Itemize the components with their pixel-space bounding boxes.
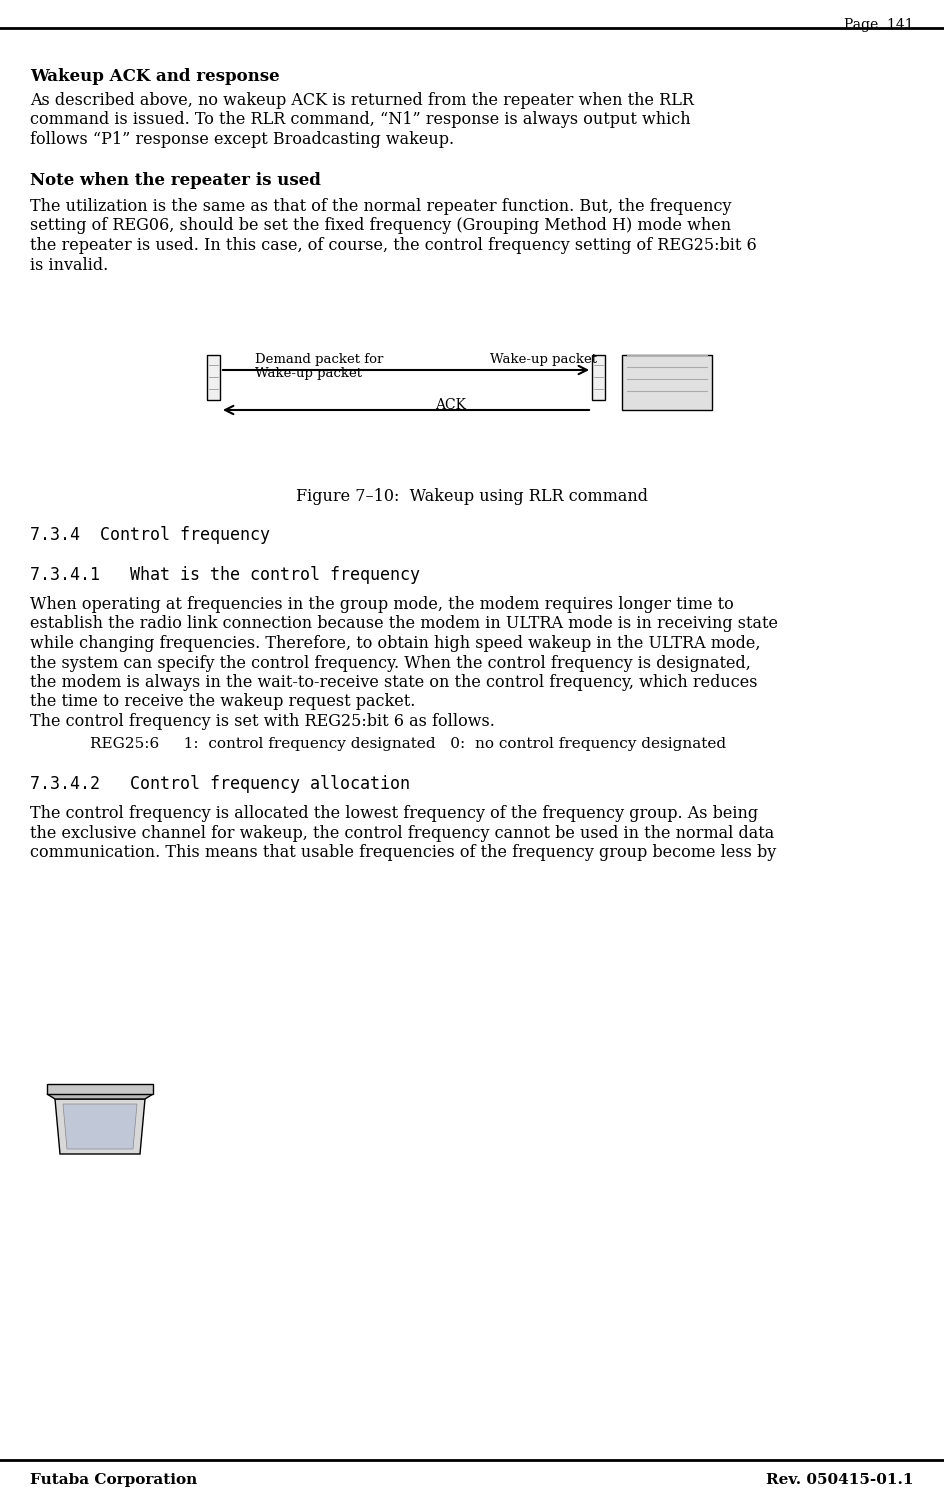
Text: Futaba Corporation: Futaba Corporation: [30, 1473, 197, 1486]
Text: Note when the repeater is used: Note when the repeater is used: [30, 172, 321, 189]
Text: follows “P1” response except Broadcasting wakeup.: follows “P1” response except Broadcastin…: [30, 131, 454, 148]
Text: the exclusive channel for wakeup, the control frequency cannot be used in the no: the exclusive channel for wakeup, the co…: [30, 824, 774, 842]
Polygon shape: [47, 1094, 153, 1099]
Text: ACK: ACK: [435, 398, 466, 412]
Text: establish the radio link connection because the modem in ULTRA mode is in receiv: establish the radio link connection beca…: [30, 616, 778, 632]
Text: the modem is always in the wait-to-receive state on the control frequency, which: the modem is always in the wait-to-recei…: [30, 675, 757, 691]
Text: As described above, no wakeup ACK is returned from the repeater when the RLR: As described above, no wakeup ACK is ret…: [30, 92, 694, 109]
Polygon shape: [47, 1083, 153, 1094]
Text: When operating at frequencies in the group mode, the modem requires longer time : When operating at frequencies in the gro…: [30, 596, 733, 613]
Text: Wakeup ACK and response: Wakeup ACK and response: [30, 68, 279, 85]
Text: Wake-up packet: Wake-up packet: [490, 353, 597, 367]
Text: REG25:6     1:  control frequency designated   0:  no control frequency designat: REG25:6 1: control frequency designated …: [90, 736, 726, 751]
Bar: [622, 355, 712, 410]
Text: command is issued. To the RLR command, “N1” response is always output which: command is issued. To the RLR command, “…: [30, 112, 691, 128]
Text: The utilization is the same as that of the normal repeater function. But, the fr: The utilization is the same as that of t…: [30, 198, 732, 214]
Text: Rev. 050415-01.1: Rev. 050415-01.1: [767, 1473, 914, 1486]
Text: setting of REG06, should be set the fixed frequency (Grouping Method H) mode whe: setting of REG06, should be set the fixe…: [30, 217, 731, 234]
Text: Demand packet for: Demand packet for: [255, 353, 383, 367]
Text: the repeater is used. In this case, of course, the control frequency setting of : the repeater is used. In this case, of c…: [30, 237, 757, 254]
Text: the system can specify the control frequency. When the control frequency is desi: the system can specify the control frequ…: [30, 655, 750, 672]
Text: while changing frequencies. Therefore, to obtain high speed wakeup in the ULTRA : while changing frequencies. Therefore, t…: [30, 635, 761, 652]
Polygon shape: [55, 1099, 145, 1154]
Text: 7.3.4.1   What is the control frequency: 7.3.4.1 What is the control frequency: [30, 566, 420, 584]
Text: The control frequency is set with REG25:bit 6 as follows.: The control frequency is set with REG25:…: [30, 712, 495, 730]
Text: The control frequency is allocated the lowest frequency of the frequency group. : The control frequency is allocated the l…: [30, 804, 758, 822]
Text: communication. This means that usable frequencies of the frequency group become : communication. This means that usable fr…: [30, 844, 776, 862]
Text: 7.3.4.2   Control frequency allocation: 7.3.4.2 Control frequency allocation: [30, 776, 410, 794]
Text: 7.3.4  Control frequency: 7.3.4 Control frequency: [30, 527, 270, 545]
Polygon shape: [63, 1105, 137, 1148]
Bar: [207, 355, 220, 400]
Text: the time to receive the wakeup request packet.: the time to receive the wakeup request p…: [30, 694, 415, 711]
Text: is invalid.: is invalid.: [30, 257, 109, 273]
Text: Figure 7–10:  Wakeup using RLR command: Figure 7–10: Wakeup using RLR command: [296, 487, 648, 506]
Bar: [592, 355, 605, 400]
Text: Wake-up packet: Wake-up packet: [255, 367, 362, 380]
Text: Page  141: Page 141: [844, 18, 914, 32]
